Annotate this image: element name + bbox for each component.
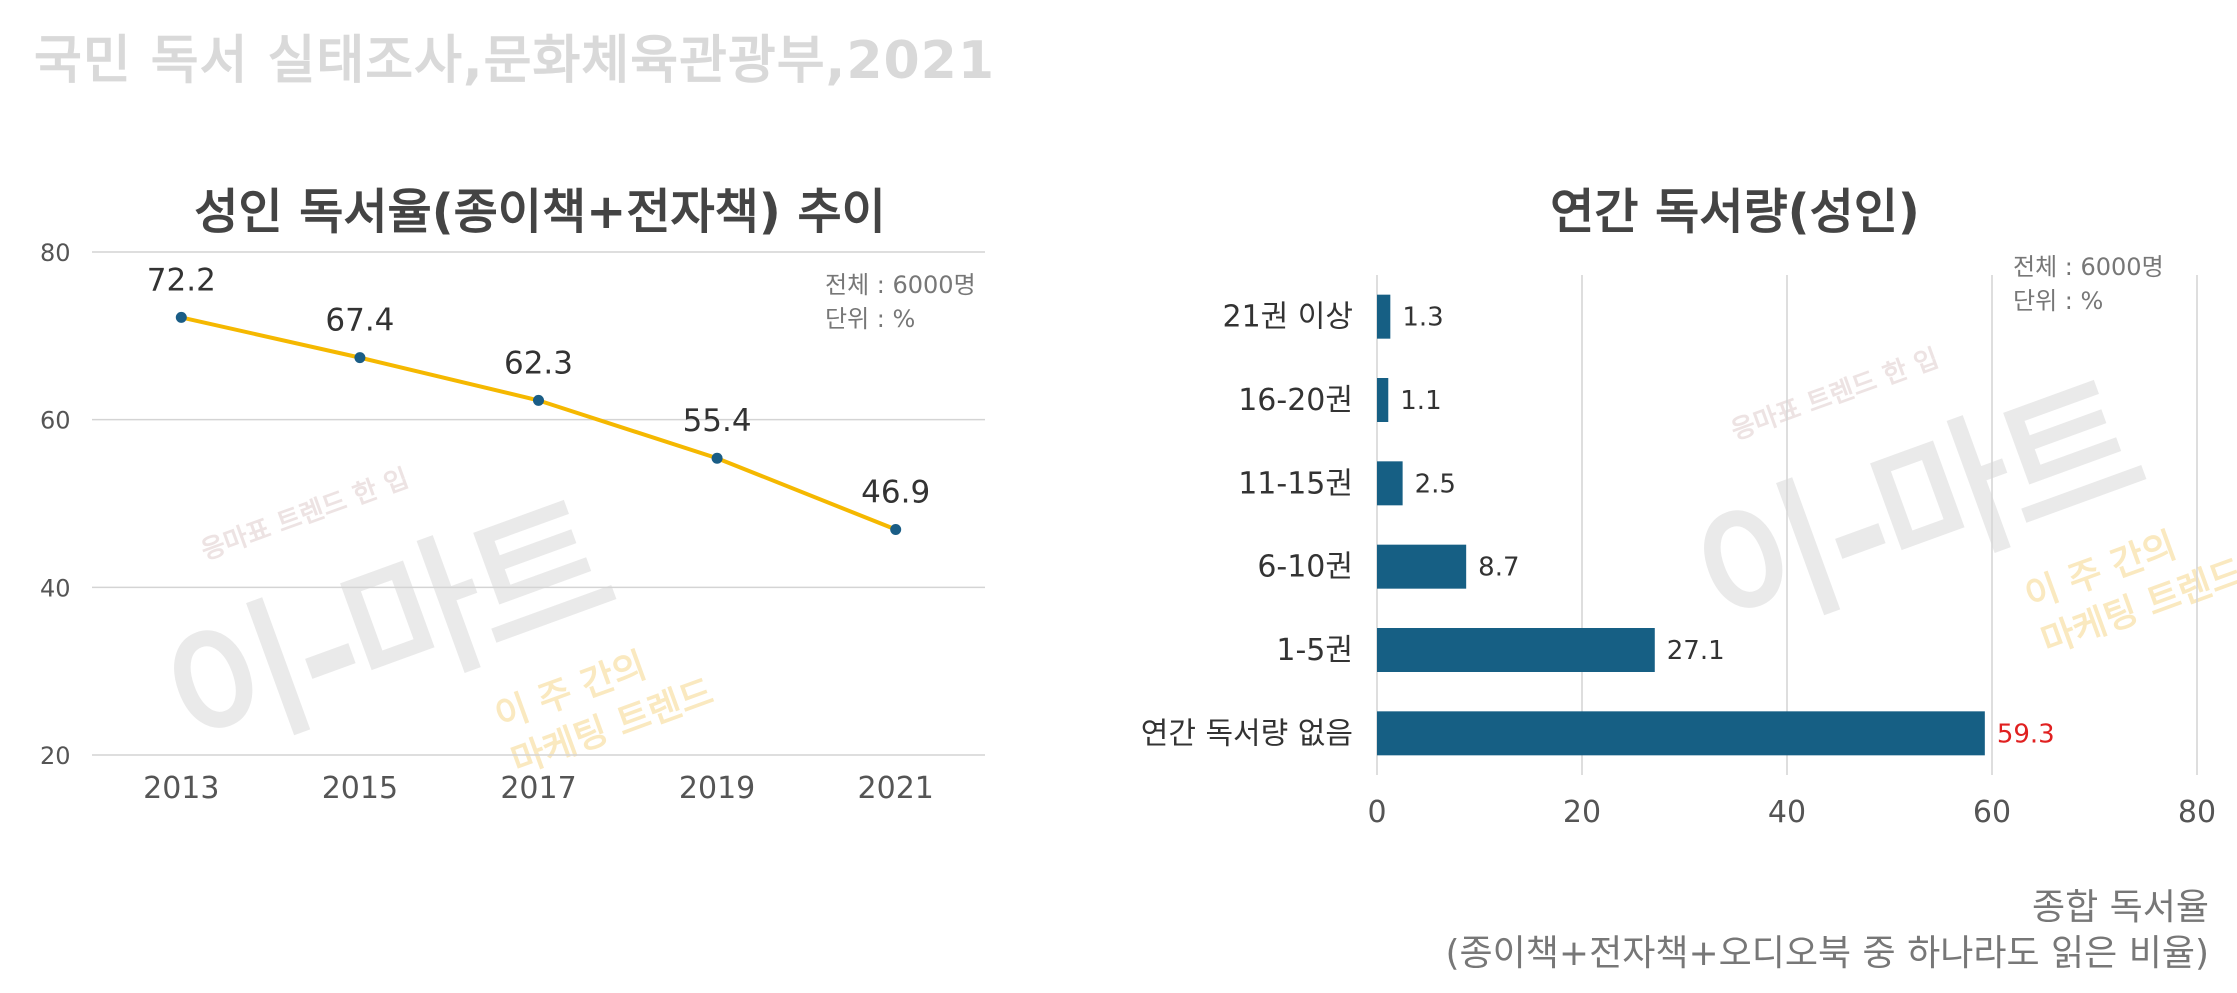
bar	[1377, 461, 1403, 506]
bar	[1377, 711, 1985, 756]
bar-chart-title: 연간 독서량(성인)	[1550, 184, 1920, 240]
data-point	[533, 394, 544, 406]
data-label: 2.5	[1415, 469, 1456, 499]
line-chart-title: 성인 독서율(종이책+전자책) 추이	[194, 184, 886, 240]
line-chart-note-total: 전체 : 6000명	[825, 271, 976, 299]
bar	[1377, 378, 1389, 422]
data-label: 46.9	[861, 474, 930, 510]
x-tick-label: 80	[2178, 795, 2216, 830]
x-tick-label: 2021	[858, 771, 934, 806]
bar	[1377, 294, 1391, 339]
data-label: 1.1	[1400, 386, 1441, 416]
line-chart-note: 전체 : 6000명 단위 : %	[825, 268, 976, 336]
x-tick-label: 2017	[500, 771, 576, 806]
y-tick-label: 80	[40, 239, 71, 267]
line-chart: 20 40 60 80 2013 2015 2017 2019 2021 72.2 67.4 62.3…	[40, 239, 985, 806]
category-label: 6-10권	[1257, 550, 1353, 585]
x-tick-label: 40	[1768, 795, 1806, 830]
data-point	[890, 523, 902, 535]
data-label: 1.3	[1402, 303, 1443, 333]
x-tick-label: 2015	[322, 771, 398, 806]
data-label: 59.3	[1997, 719, 2055, 749]
bar	[1377, 628, 1655, 672]
x-tick-label: 60	[1973, 795, 2011, 830]
data-label: 27.1	[1667, 636, 1725, 666]
footnote-line-2: (종이책+전자책+오디오북 중 하나라도 읽은 비율)	[1445, 933, 2209, 974]
line-chart-note-unit: 단위 : %	[825, 305, 916, 333]
source-caption: 국민 독서 실태조사,문화체육관광부,2021	[34, 31, 996, 91]
y-tick-label: 60	[40, 407, 71, 435]
data-point	[175, 311, 187, 323]
footnote-line-1: 종합 독서율	[2031, 887, 2209, 928]
category-label: 21권 이상	[1222, 300, 1353, 335]
bar	[1377, 544, 1467, 589]
data-label: 8.7	[1478, 553, 1519, 583]
data-point	[711, 452, 723, 464]
category-label: 1-5권	[1276, 633, 1353, 668]
bar-chart: 0 20 40 60 80 21권 이상 1.3 16-20권 1.1 11-15권 2.5 6-10…	[1141, 275, 2216, 830]
x-tick-label: 2013	[143, 771, 219, 806]
data-label: 62.3	[504, 345, 573, 381]
y-tick-label: 20	[40, 742, 71, 770]
y-tick-label: 40	[40, 574, 71, 602]
bar-chart-note: 전체 : 6000명 단위 : %	[2013, 250, 2164, 318]
x-tick-label: 0	[1367, 795, 1386, 830]
x-tick-label: 20	[1563, 795, 1601, 830]
data-point	[354, 352, 366, 364]
category-label: 16-20권	[1238, 383, 1353, 418]
data-label: 72.2	[147, 262, 216, 298]
data-label: 67.4	[325, 303, 394, 339]
bar-chart-note-total: 전체 : 6000명	[2013, 253, 2164, 281]
category-label: 연간 독서량 없음	[1141, 716, 1353, 751]
x-tick-label: 2019	[679, 771, 755, 806]
bar-chart-note-unit: 단위 : %	[2013, 287, 2104, 315]
category-label: 11-15권	[1238, 466, 1353, 501]
data-label: 55.4	[683, 403, 752, 439]
